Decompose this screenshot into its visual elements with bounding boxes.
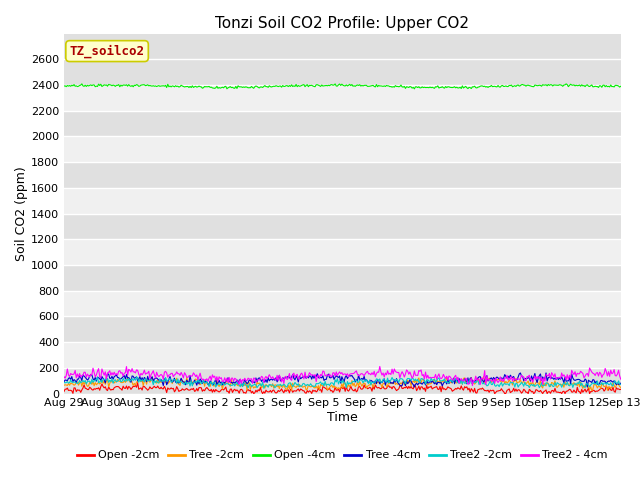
Bar xyxy=(64,265,621,291)
Open -2cm xyxy=(606,384,614,390)
Open -2cm xyxy=(519,389,527,395)
Tree -2cm xyxy=(60,383,68,388)
Tree2 -2cm xyxy=(519,381,527,387)
Bar xyxy=(64,368,621,394)
Tree -2cm xyxy=(617,385,625,391)
Tree -4cm xyxy=(392,379,399,385)
Tree -2cm xyxy=(588,388,596,394)
Title: Tonzi Soil CO2 Profile: Upper CO2: Tonzi Soil CO2 Profile: Upper CO2 xyxy=(216,16,469,31)
Tree2 - 4cm xyxy=(324,373,332,379)
Line: Tree2 - 4cm: Tree2 - 4cm xyxy=(64,366,621,385)
Open -4cm xyxy=(410,86,418,92)
Open -4cm xyxy=(362,83,369,88)
Line: Open -4cm: Open -4cm xyxy=(64,84,621,89)
Bar xyxy=(64,291,621,316)
Tree2 - 4cm xyxy=(376,363,383,369)
Tree2 - 4cm xyxy=(519,374,527,380)
Open -2cm xyxy=(60,389,68,395)
Open -4cm xyxy=(392,83,399,88)
Tree2 - 4cm xyxy=(393,369,401,375)
Tree2 - 4cm xyxy=(468,383,476,388)
Tree -2cm xyxy=(324,386,332,392)
Tree2 - 4cm xyxy=(617,376,625,382)
Tree2 -2cm xyxy=(394,377,401,383)
Bar xyxy=(64,240,621,265)
Tree -2cm xyxy=(480,374,488,380)
Open -4cm xyxy=(563,81,570,87)
Tree2 - 4cm xyxy=(362,371,369,377)
Open -4cm xyxy=(606,84,614,90)
Open -2cm xyxy=(394,387,401,393)
Tree -2cm xyxy=(328,382,335,388)
Bar xyxy=(64,188,621,214)
Tree2 - 4cm xyxy=(328,374,335,380)
Legend: Open -2cm, Tree -2cm, Open -4cm, Tree -4cm, Tree2 -2cm, Tree2 - 4cm: Open -2cm, Tree -2cm, Open -4cm, Tree -4… xyxy=(72,446,612,465)
Tree -4cm xyxy=(328,374,335,380)
Tree -4cm xyxy=(542,370,550,376)
Y-axis label: Soil CO2 (ppm): Soil CO2 (ppm) xyxy=(15,166,28,261)
Tree -2cm xyxy=(606,385,614,391)
Tree -2cm xyxy=(392,382,399,387)
Tree -4cm xyxy=(606,378,614,384)
Tree -4cm xyxy=(324,371,332,377)
Bar xyxy=(64,85,621,111)
Bar xyxy=(64,342,621,368)
Bar xyxy=(64,162,621,188)
Tree -2cm xyxy=(362,381,369,387)
Open -2cm xyxy=(617,386,625,392)
Line: Tree -4cm: Tree -4cm xyxy=(64,373,621,387)
Tree2 -2cm xyxy=(132,374,140,380)
Open -4cm xyxy=(518,82,525,88)
Line: Tree -2cm: Tree -2cm xyxy=(64,377,621,391)
Bar xyxy=(64,214,621,240)
Tree2 -2cm xyxy=(606,382,614,387)
Tree2 - 4cm xyxy=(606,373,614,379)
Open -4cm xyxy=(324,83,332,88)
Tree -4cm xyxy=(617,380,625,386)
Open -2cm xyxy=(250,391,257,396)
Tree2 - 4cm xyxy=(60,374,68,380)
Open -4cm xyxy=(617,84,625,89)
Bar xyxy=(64,60,621,85)
Tree2 -2cm xyxy=(617,382,625,387)
Tree2 -2cm xyxy=(364,379,371,385)
Bar xyxy=(64,111,621,136)
Text: TZ_soilco2: TZ_soilco2 xyxy=(70,44,145,58)
Tree -4cm xyxy=(518,373,525,379)
Open -2cm xyxy=(364,386,371,392)
Bar xyxy=(64,136,621,162)
Open -2cm xyxy=(134,380,141,385)
Line: Tree2 -2cm: Tree2 -2cm xyxy=(64,377,621,388)
Tree -4cm xyxy=(60,379,68,384)
Line: Open -2cm: Open -2cm xyxy=(64,383,621,394)
Tree -4cm xyxy=(410,384,418,390)
Open -4cm xyxy=(60,83,68,89)
Bar xyxy=(64,316,621,342)
Tree -4cm xyxy=(362,378,369,384)
Tree2 -2cm xyxy=(260,385,268,391)
Open -4cm xyxy=(328,82,335,87)
Tree2 -2cm xyxy=(330,383,338,388)
Tree2 -2cm xyxy=(327,380,335,386)
Tree -2cm xyxy=(518,380,525,386)
Open -2cm xyxy=(330,388,338,394)
Open -2cm xyxy=(327,388,335,394)
X-axis label: Time: Time xyxy=(327,411,358,424)
Tree2 -2cm xyxy=(60,380,68,385)
